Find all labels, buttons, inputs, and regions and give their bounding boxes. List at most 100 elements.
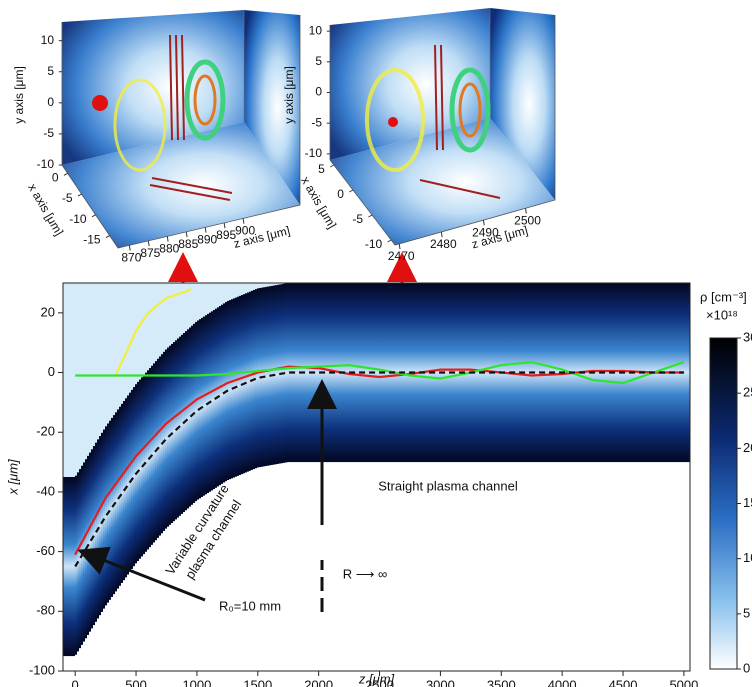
y-axis-label: y axis [μm] — [282, 66, 296, 124]
below-channel — [307, 462, 310, 671]
below-channel — [671, 462, 674, 671]
x-tick-label: 2500 — [365, 677, 394, 687]
below-channel — [621, 462, 624, 671]
channel-strip — [687, 283, 690, 463]
below-channel — [77, 651, 80, 671]
below-channel — [245, 472, 248, 671]
below-channel — [487, 462, 490, 671]
annotation: R ⟶ ∞ — [343, 566, 388, 581]
channel-strip — [365, 283, 368, 463]
y-tick-label: -100 — [29, 662, 55, 677]
channel-strip — [627, 283, 630, 463]
below-channel — [439, 462, 442, 671]
y-tick-label: -5 — [311, 115, 322, 129]
below-channel — [509, 462, 512, 671]
below-channel — [85, 638, 88, 671]
below-channel — [219, 485, 222, 671]
below-channel — [595, 462, 598, 671]
channel-strip — [153, 363, 156, 543]
colorbar-tick-label: 10 — [743, 550, 752, 565]
below-channel — [125, 577, 128, 671]
below-channel — [549, 462, 552, 671]
below-channel — [155, 540, 158, 671]
channel-strip — [67, 477, 70, 657]
channel-strip — [307, 283, 310, 463]
channel-strip — [173, 342, 176, 522]
below-channel — [637, 462, 640, 671]
below-channel — [407, 462, 410, 671]
channel-strip — [111, 417, 114, 597]
below-channel — [305, 462, 308, 671]
below-channel — [121, 582, 124, 671]
z-tick-label: 900 — [235, 224, 255, 238]
colorbar-scale: ×10¹⁸ — [706, 307, 738, 322]
below-channel — [677, 462, 680, 671]
below-channel — [289, 462, 292, 671]
colorbar-tick-label: 15 — [743, 495, 752, 510]
below-channel — [285, 462, 288, 671]
channel-strip — [315, 283, 318, 463]
below-channel — [403, 462, 406, 671]
below-channel — [597, 462, 600, 671]
below-channel — [463, 462, 466, 671]
below-channel — [553, 462, 556, 671]
channel-strip — [165, 349, 168, 529]
channel-strip — [557, 283, 560, 463]
below-channel — [673, 462, 676, 671]
below-channel — [63, 656, 66, 671]
below-channel — [389, 462, 392, 671]
below-channel — [467, 462, 470, 671]
below-channel — [399, 462, 402, 671]
below-channel — [81, 644, 84, 671]
below-channel — [421, 462, 424, 671]
channel-strip — [487, 283, 490, 463]
below-channel — [537, 462, 540, 671]
below-channel — [645, 462, 648, 671]
below-channel — [217, 486, 220, 671]
x-tick-label: 4000 — [548, 677, 577, 687]
below-channel — [105, 605, 108, 671]
below-channel — [489, 462, 492, 671]
below-channel — [459, 462, 462, 671]
below-channel — [241, 474, 244, 671]
below-channel — [325, 462, 328, 671]
below-channel — [491, 462, 494, 671]
colorbar-tick-label: 20 — [743, 440, 752, 455]
below-channel — [617, 462, 620, 671]
below-channel — [475, 462, 478, 671]
below-channel — [189, 506, 192, 671]
below-channel — [377, 462, 380, 671]
below-channel — [543, 462, 546, 671]
below-channel — [247, 471, 250, 671]
below-channel — [65, 656, 68, 671]
below-channel — [275, 464, 278, 671]
below-channel — [281, 463, 284, 671]
below-channel — [593, 462, 596, 671]
below-channel — [129, 571, 132, 671]
channel-strip — [455, 283, 458, 463]
below-channel — [681, 462, 684, 671]
x-tick-label: 500 — [125, 677, 147, 687]
z-tick — [440, 231, 443, 238]
channel-strip — [275, 285, 278, 465]
below-channel — [379, 462, 382, 671]
below-channel — [571, 462, 574, 671]
below-channel — [563, 462, 566, 671]
channel-strip — [517, 283, 520, 463]
below-channel — [519, 462, 522, 671]
below-channel — [477, 462, 480, 671]
channel-strip — [377, 283, 380, 463]
channel-strip — [237, 296, 240, 476]
below-channel — [545, 462, 548, 671]
below-channel — [175, 519, 178, 671]
channel-strip — [277, 284, 280, 464]
below-channel — [227, 480, 230, 671]
below-channel — [511, 462, 514, 671]
below-channel — [633, 462, 636, 671]
channel-strip — [65, 477, 68, 657]
below-channel — [451, 462, 454, 671]
below-channel — [479, 462, 482, 671]
x-tick-label: -5 — [352, 212, 363, 226]
x-tick-label: 1000 — [182, 677, 211, 687]
channel-strip — [445, 283, 448, 463]
